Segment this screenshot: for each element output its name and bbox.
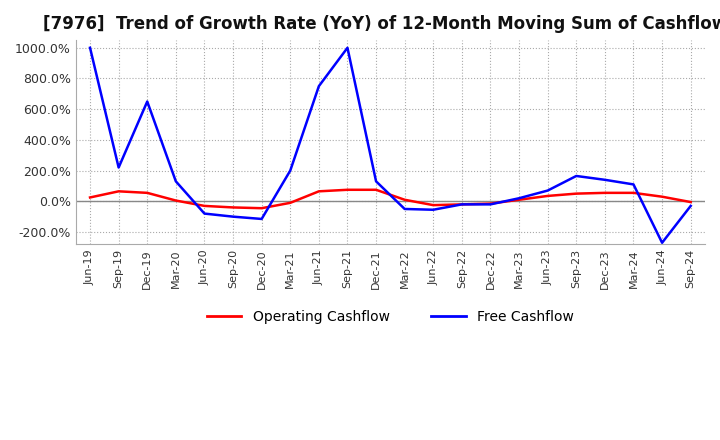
Free Cashflow bbox=[686, 203, 695, 209]
Free Cashflow bbox=[372, 179, 380, 184]
Free Cashflow bbox=[600, 177, 609, 183]
Title: [7976]  Trend of Growth Rate (YoY) of 12-Month Moving Sum of Cashflows: [7976] Trend of Growth Rate (YoY) of 12-… bbox=[43, 15, 720, 33]
Operating Cashflow bbox=[686, 199, 695, 205]
Operating Cashflow bbox=[86, 195, 94, 200]
Operating Cashflow bbox=[658, 194, 667, 199]
Free Cashflow bbox=[572, 173, 580, 179]
Line: Free Cashflow: Free Cashflow bbox=[90, 48, 690, 243]
Free Cashflow bbox=[486, 202, 495, 207]
Operating Cashflow bbox=[544, 193, 552, 198]
Free Cashflow bbox=[544, 188, 552, 193]
Operating Cashflow bbox=[171, 198, 180, 203]
Operating Cashflow bbox=[286, 200, 294, 205]
Free Cashflow bbox=[658, 240, 667, 246]
Operating Cashflow bbox=[114, 189, 123, 194]
Free Cashflow bbox=[429, 207, 438, 213]
Free Cashflow bbox=[143, 99, 152, 104]
Operating Cashflow bbox=[372, 187, 380, 192]
Operating Cashflow bbox=[486, 201, 495, 206]
Operating Cashflow bbox=[143, 190, 152, 195]
Operating Cashflow bbox=[400, 197, 409, 202]
Operating Cashflow bbox=[429, 202, 438, 208]
Free Cashflow bbox=[515, 196, 523, 201]
Operating Cashflow bbox=[600, 190, 609, 195]
Legend: Operating Cashflow, Free Cashflow: Operating Cashflow, Free Cashflow bbox=[201, 304, 580, 329]
Free Cashflow bbox=[171, 179, 180, 184]
Free Cashflow bbox=[400, 206, 409, 212]
Operating Cashflow bbox=[257, 205, 266, 211]
Free Cashflow bbox=[257, 216, 266, 222]
Operating Cashflow bbox=[572, 191, 580, 196]
Free Cashflow bbox=[86, 45, 94, 51]
Free Cashflow bbox=[229, 214, 238, 219]
Free Cashflow bbox=[200, 211, 209, 216]
Operating Cashflow bbox=[515, 197, 523, 202]
Operating Cashflow bbox=[229, 205, 238, 210]
Operating Cashflow bbox=[315, 189, 323, 194]
Free Cashflow bbox=[457, 202, 466, 207]
Operating Cashflow bbox=[343, 187, 352, 192]
Free Cashflow bbox=[286, 168, 294, 173]
Operating Cashflow bbox=[457, 202, 466, 207]
Free Cashflow bbox=[629, 182, 638, 187]
Operating Cashflow bbox=[629, 190, 638, 195]
Line: Operating Cashflow: Operating Cashflow bbox=[90, 190, 690, 208]
Operating Cashflow bbox=[200, 203, 209, 209]
Free Cashflow bbox=[114, 165, 123, 170]
Free Cashflow bbox=[315, 84, 323, 89]
Free Cashflow bbox=[343, 45, 352, 51]
